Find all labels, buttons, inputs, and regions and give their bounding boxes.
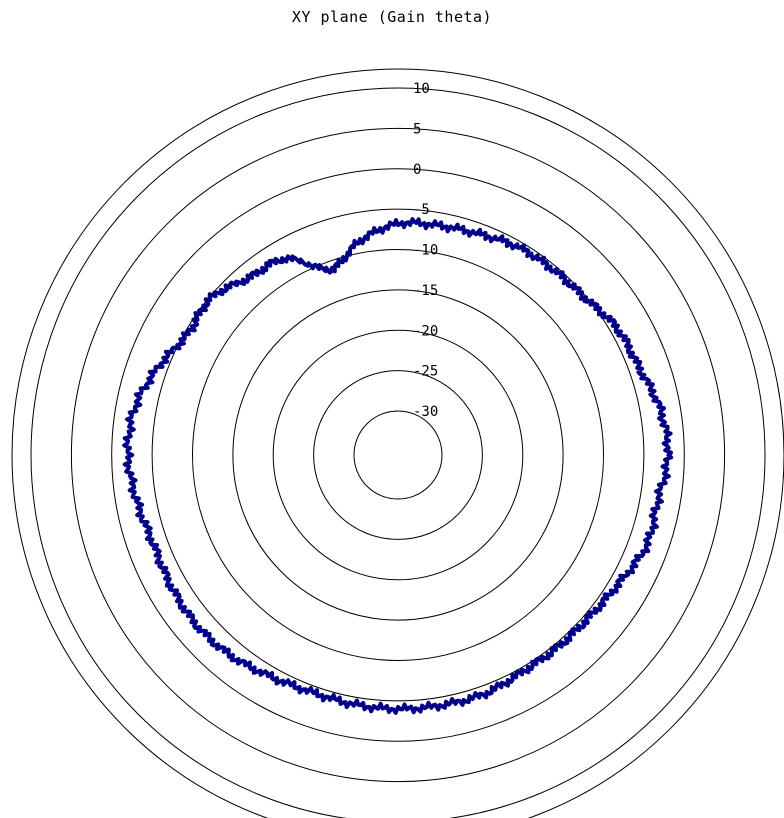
grid-ring bbox=[232, 289, 564, 621]
grid-ring bbox=[353, 410, 443, 500]
radial-tick-label: 5 bbox=[413, 121, 421, 137]
radial-tick-label: -20 bbox=[413, 323, 438, 339]
grid-ring bbox=[192, 249, 604, 661]
radial-tick-label: 10 bbox=[413, 81, 430, 97]
radial-tick-label: -15 bbox=[413, 283, 438, 299]
gain-pattern-line bbox=[122, 217, 674, 715]
grid-ring bbox=[111, 168, 685, 742]
radial-tick-label: -5 bbox=[413, 202, 430, 218]
chart-title: XY plane (Gain theta) bbox=[291, 8, 493, 26]
radial-tick-label: 0 bbox=[413, 162, 421, 178]
series-layer bbox=[122, 217, 674, 715]
outer-frame-ring bbox=[11, 68, 784, 818]
grid-ring bbox=[70, 127, 726, 783]
grid-ring bbox=[272, 329, 524, 581]
grid-ring bbox=[313, 370, 483, 540]
radial-tick-label: -25 bbox=[413, 364, 438, 380]
grid-rings bbox=[11, 68, 784, 818]
tick-labels: 10 5 0 -5 -10 -15 -20 -25 -30 bbox=[413, 81, 438, 420]
grid-ring bbox=[30, 87, 766, 818]
radial-tick-label: -10 bbox=[413, 243, 438, 259]
grid-ring bbox=[151, 208, 645, 702]
radial-tick-label: -30 bbox=[413, 404, 438, 420]
